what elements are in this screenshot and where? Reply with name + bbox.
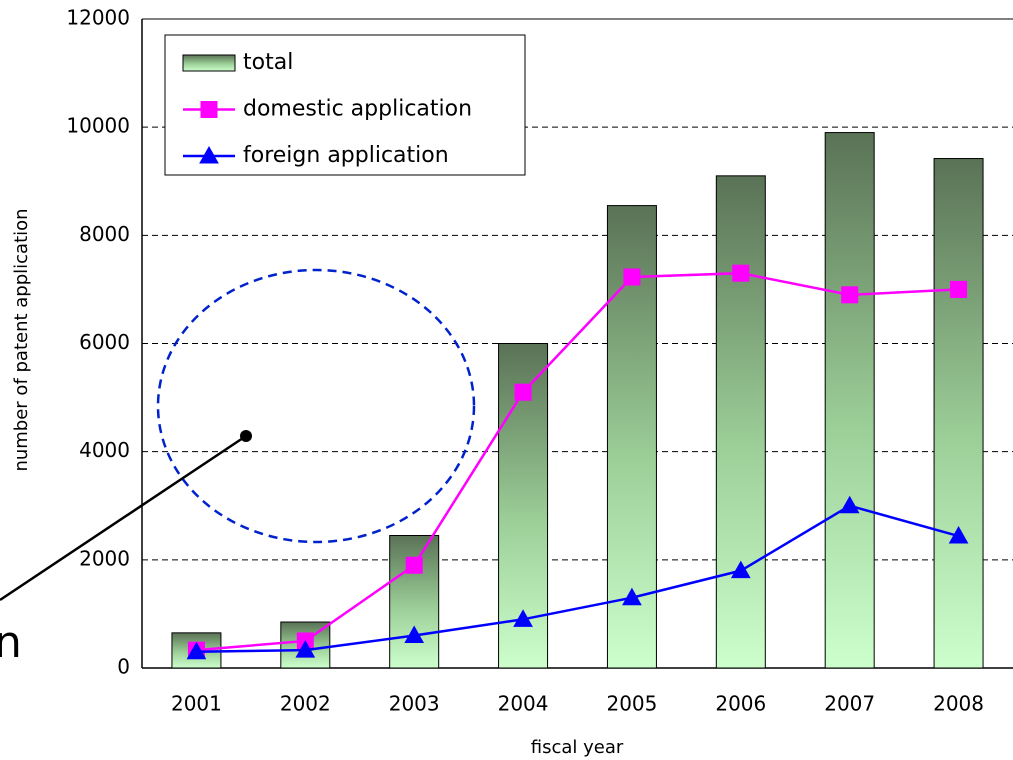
y-axis-title: number of patent application (11, 208, 32, 471)
y-tick-label: 0 (117, 655, 130, 679)
bar (824, 132, 875, 669)
bar (933, 158, 984, 669)
line (196, 271, 959, 652)
annotation-circle (156, 268, 476, 544)
marker (839, 495, 860, 514)
x-tick-label: 2007 (824, 692, 875, 716)
y-tick-label: 4000 (79, 438, 130, 462)
plot-area (141, 18, 1013, 669)
legend-label: foreign application (243, 143, 449, 168)
y-tick-label: 12000 (66, 6, 130, 30)
marker (513, 609, 533, 627)
marker (404, 625, 425, 644)
x-tick-label: 2008 (933, 692, 984, 716)
marker (295, 640, 316, 658)
legend-marker (199, 145, 219, 164)
x-axis-title: fiscal year (531, 737, 624, 758)
marker (623, 268, 641, 286)
annotation-line (0, 434, 247, 602)
annotation-text: n (0, 617, 22, 668)
annotation-dot (240, 430, 252, 442)
marker (841, 286, 859, 304)
x-tick-label: 2003 (389, 692, 440, 716)
y-tick-label: 2000 (79, 546, 130, 570)
marker (730, 560, 751, 579)
legend: total domestic application foreign applica… (164, 34, 526, 176)
marker (405, 556, 423, 574)
x-tick-label: 2001 (171, 692, 222, 716)
marker (732, 264, 750, 282)
x-tick-label: 2004 (498, 692, 549, 716)
legend-swatch (182, 54, 236, 72)
marker (514, 383, 532, 401)
y-tick-label: 8000 (79, 222, 130, 246)
y-tick-label: 6000 (79, 330, 130, 354)
x-tick-label: 2005 (606, 692, 657, 716)
legend-label: domestic application (243, 97, 472, 122)
y-tick-label: 10000 (66, 114, 130, 138)
marker (622, 587, 642, 606)
x-tick-label: 2002 (280, 692, 331, 716)
marker (186, 641, 207, 660)
legend-label: total (243, 50, 293, 75)
x-tick-label: 2006 (715, 692, 766, 716)
annotation: n (0, 268, 476, 668)
line (196, 504, 959, 654)
bar (389, 534, 440, 669)
legend-marker (200, 101, 218, 118)
marker (950, 280, 968, 298)
bar (715, 175, 766, 669)
marker (948, 526, 969, 544)
